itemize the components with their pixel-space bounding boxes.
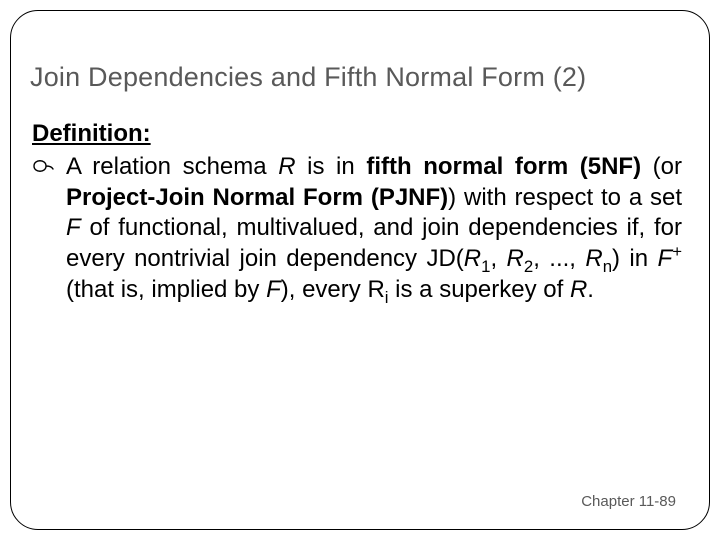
loop-bullet-icon bbox=[32, 156, 54, 184]
body-content: Definition: A relation schema R is in fi… bbox=[32, 120, 682, 306]
var-R: R bbox=[367, 276, 384, 303]
definition-heading: Definition: bbox=[32, 120, 682, 148]
term-pjnf: Project-Join Normal Form (PJNF) bbox=[66, 184, 448, 211]
sup: + bbox=[672, 242, 682, 261]
t: is a superkey of bbox=[389, 276, 570, 303]
var-F: F bbox=[66, 214, 81, 241]
sub: 2 bbox=[524, 257, 533, 276]
t: , bbox=[490, 245, 506, 272]
t: is in bbox=[296, 153, 367, 180]
var-F: F bbox=[266, 276, 281, 303]
var-R: R bbox=[464, 245, 481, 272]
t: (that is, implied by bbox=[66, 276, 266, 303]
var-R: R bbox=[585, 245, 602, 272]
var-R: R bbox=[278, 153, 295, 180]
slide-title: Join Dependencies and Fifth Normal Form … bbox=[30, 62, 690, 93]
definition-text: A relation schema R is in fifth normal f… bbox=[66, 152, 682, 306]
t: ), every bbox=[281, 276, 368, 303]
var-F: F bbox=[658, 245, 673, 272]
t: A relation schema bbox=[66, 153, 278, 180]
term-5nf: fifth normal form (5NF) bbox=[366, 153, 641, 180]
slide: Join Dependencies and Fifth Normal Form … bbox=[0, 0, 720, 540]
t: (or bbox=[641, 153, 682, 180]
t: ) with respect to a set bbox=[448, 184, 682, 211]
t: ) in bbox=[612, 245, 657, 272]
t: . bbox=[587, 276, 594, 303]
var-R: R bbox=[570, 276, 587, 303]
var-R: R bbox=[507, 245, 524, 272]
bullet-item: A relation schema R is in fifth normal f… bbox=[32, 152, 682, 306]
page-footer: Chapter 11-89 bbox=[581, 493, 676, 510]
sub: n bbox=[603, 257, 612, 276]
t: , ..., bbox=[533, 245, 585, 272]
